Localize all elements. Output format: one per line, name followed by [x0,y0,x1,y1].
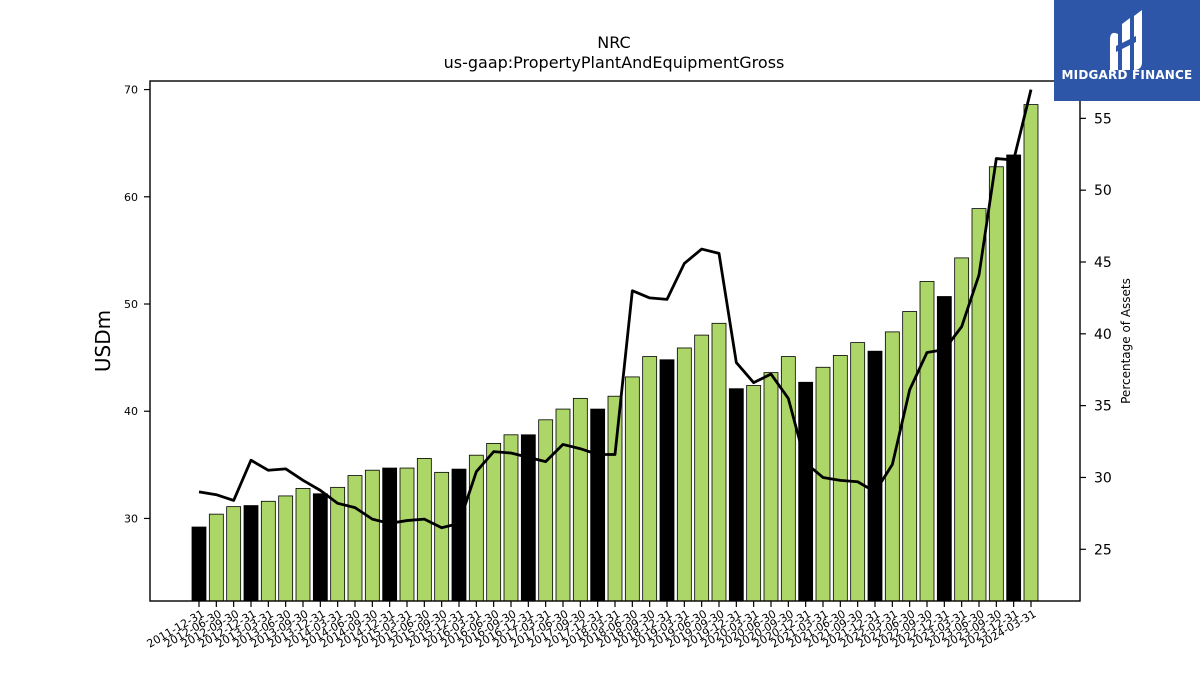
bar [434,471,450,602]
y2-axis-label: Percentage of Assets [1119,278,1133,404]
bar [364,469,380,602]
bar [746,385,762,602]
bar [243,505,259,602]
brand-logo: MIDGARD FINANCE [1054,0,1200,101]
y2-tick-label: 50 [1094,183,1112,199]
bar [728,388,744,602]
bar [226,506,242,602]
bar [988,166,1004,602]
y-tick-label: 30 [124,512,138,525]
bar [399,467,415,602]
y2-tick-label: 40 [1094,327,1112,343]
midgard-logo-icon [1110,10,1142,70]
bar [676,347,692,602]
chart-title: NRC [597,33,630,52]
bar [711,322,727,602]
bar [572,397,588,602]
bar [451,468,467,602]
bar [607,395,623,602]
bar [694,334,710,602]
y-tick-label: 50 [124,298,138,311]
bar [295,488,311,602]
brand-name: MIDGARD FINANCE [1061,68,1193,82]
bar [191,526,207,602]
bar [208,513,224,602]
chart-subtitle: us-gaap:PropertyPlantAndEquipmentGross [444,53,785,72]
y-tick-label: 60 [124,191,138,204]
bar [642,356,658,602]
bar [382,467,398,602]
bar [590,408,606,602]
bar [1006,154,1022,602]
bar [850,342,866,602]
bar [486,442,502,602]
bar [347,475,363,602]
bar [1023,104,1039,602]
bar [555,408,571,602]
line-series [198,89,1033,530]
bar [919,281,935,602]
y-tick-label: 40 [124,405,138,418]
y2-tick-label: 45 [1094,255,1112,271]
y2-tick-label: 35 [1094,399,1112,415]
bar [624,376,640,602]
bar-series [191,104,1039,602]
right-axis: 25 30 35 40 45 50 55 [1080,111,1112,558]
left-axis: 30 40 50 60 70 [124,84,150,525]
bar [503,434,519,602]
y-axis-label: USDm [91,310,115,372]
y2-tick-label: 30 [1094,470,1112,486]
bar [416,457,432,602]
bar [538,419,554,602]
percentage-line [198,89,1033,530]
bar [763,372,779,602]
bar [278,495,294,602]
bar [815,366,831,602]
y-tick-label: 70 [124,84,138,97]
y2-tick-label: 55 [1094,111,1112,127]
bar [468,454,484,602]
bar [798,381,814,602]
bar [659,359,675,602]
x-axis: 2011-12-312012-06-302012-09-302012-12-31… [145,601,1039,651]
y2-tick-label: 25 [1094,542,1112,558]
bar [867,350,883,602]
bar [902,311,918,602]
bar [260,500,276,602]
bar [312,493,328,602]
